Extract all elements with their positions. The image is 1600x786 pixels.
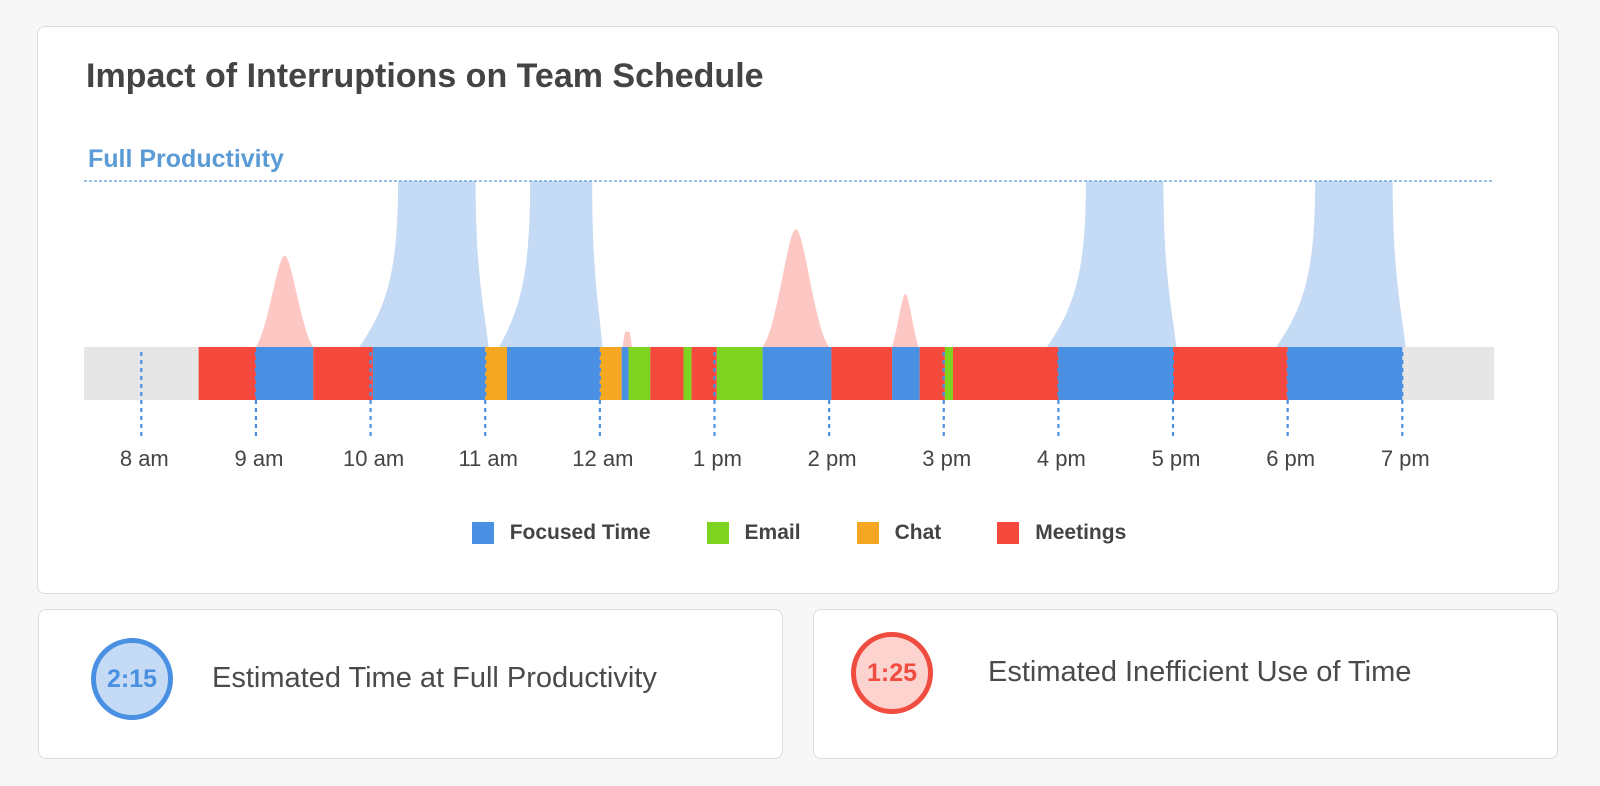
partial-productivity-area-6 — [762, 229, 830, 347]
partial-productivity-area-5 — [622, 331, 632, 347]
segment-email-10 — [683, 347, 692, 400]
segment-meetings-18 — [952, 347, 1059, 400]
schedule-chart: Full Productivity 8 am 9 am 10 am 11 am 12 am… — [84, 145, 1494, 471]
partial-productivity-area-7 — [892, 293, 919, 347]
partial-productivity-area-4 — [255, 255, 314, 347]
legend-label-meetings: Meetings — [1035, 521, 1127, 544]
legend-item-focused: Focused Time — [471, 521, 651, 545]
tick-label-1: 9 am — [234, 446, 283, 471]
tick-label-9: 5 pm — [1152, 446, 1201, 471]
stat-value-full-productivity: 2:15 — [91, 638, 173, 720]
segment-focused-7 — [621, 347, 629, 400]
legend-item-email: Email — [706, 521, 801, 545]
chart-card: Impact of Interruptions on Team Schedule… — [37, 26, 1559, 594]
segment-focused-5 — [507, 347, 600, 400]
legend-swatch-focused — [471, 522, 494, 544]
segment-focused-15 — [892, 347, 920, 400]
segment-chat-4 — [485, 347, 507, 400]
full-productivity-area-2 — [1046, 181, 1177, 347]
legend-swatch-chat — [856, 522, 879, 544]
stat-card-inefficient-time: 1:25 Estimated Inefficient Use of Time — [813, 609, 1558, 759]
tick-label-6: 2 pm — [808, 446, 857, 471]
tick-label-2: 10 am — [343, 446, 404, 471]
tick-label-7: 3 pm — [922, 446, 971, 471]
tick-label-11: 7 pm — [1381, 446, 1430, 471]
segment-email-12 — [716, 347, 763, 400]
segment-meetings-11 — [691, 347, 717, 400]
segment-meetings-14 — [831, 347, 893, 400]
legend-label-focused: Focused Time — [509, 521, 651, 544]
segment-focused-21 — [1287, 347, 1403, 400]
full-productivity-area-1 — [498, 181, 603, 347]
reference-line-label: Full Productivity — [88, 145, 284, 173]
segment-email-8 — [628, 347, 651, 400]
legend-item-meetings: Meetings — [997, 521, 1126, 545]
segment-focused-13 — [762, 347, 832, 400]
segment-meetings-0 — [198, 347, 256, 400]
segment-meetings-16 — [919, 347, 945, 400]
segment-meetings-20 — [1173, 347, 1288, 400]
legend-item-chat: Chat — [856, 521, 942, 545]
legend-swatch-email — [706, 522, 729, 544]
chart-title: Impact of Interruptions on Team Schedule — [86, 57, 764, 95]
segment-focused-1 — [255, 347, 314, 400]
stat-value-inefficient-time: 1:25 — [851, 632, 933, 714]
stat-card-full-productivity: 2:15 Estimated Time at Full Productivity — [38, 609, 783, 759]
full-productivity-area-0 — [359, 181, 489, 347]
legend-label-email: Email — [744, 521, 801, 544]
full-productivity-area-3 — [1276, 181, 1406, 347]
tick-label-3: 11 am — [458, 446, 518, 471]
segment-meetings-9 — [650, 347, 684, 400]
tick-label-5: 1 pm — [693, 446, 742, 471]
segment-email-17 — [944, 347, 953, 400]
legend-label-chat: Chat — [894, 521, 942, 544]
segment-focused-19 — [1058, 347, 1174, 400]
tick-label-8: 4 pm — [1037, 446, 1086, 471]
segment-meetings-2 — [313, 347, 373, 400]
segment-chat-6 — [599, 347, 622, 400]
legend-swatch-meetings — [997, 522, 1020, 544]
tick-label-10: 6 pm — [1266, 446, 1315, 471]
tick-label-0: 8 am — [120, 446, 169, 471]
stat-label-full-productivity: Estimated Time at Full Productivity — [212, 662, 657, 694]
segment-focused-3 — [372, 347, 486, 400]
stat-label-inefficient-time: Estimated Inefficient Use of Time — [988, 656, 1412, 688]
chart-legend: Focused Time Email Chat Meetings — [38, 521, 1560, 545]
tick-label-4: 12 am — [572, 446, 633, 471]
